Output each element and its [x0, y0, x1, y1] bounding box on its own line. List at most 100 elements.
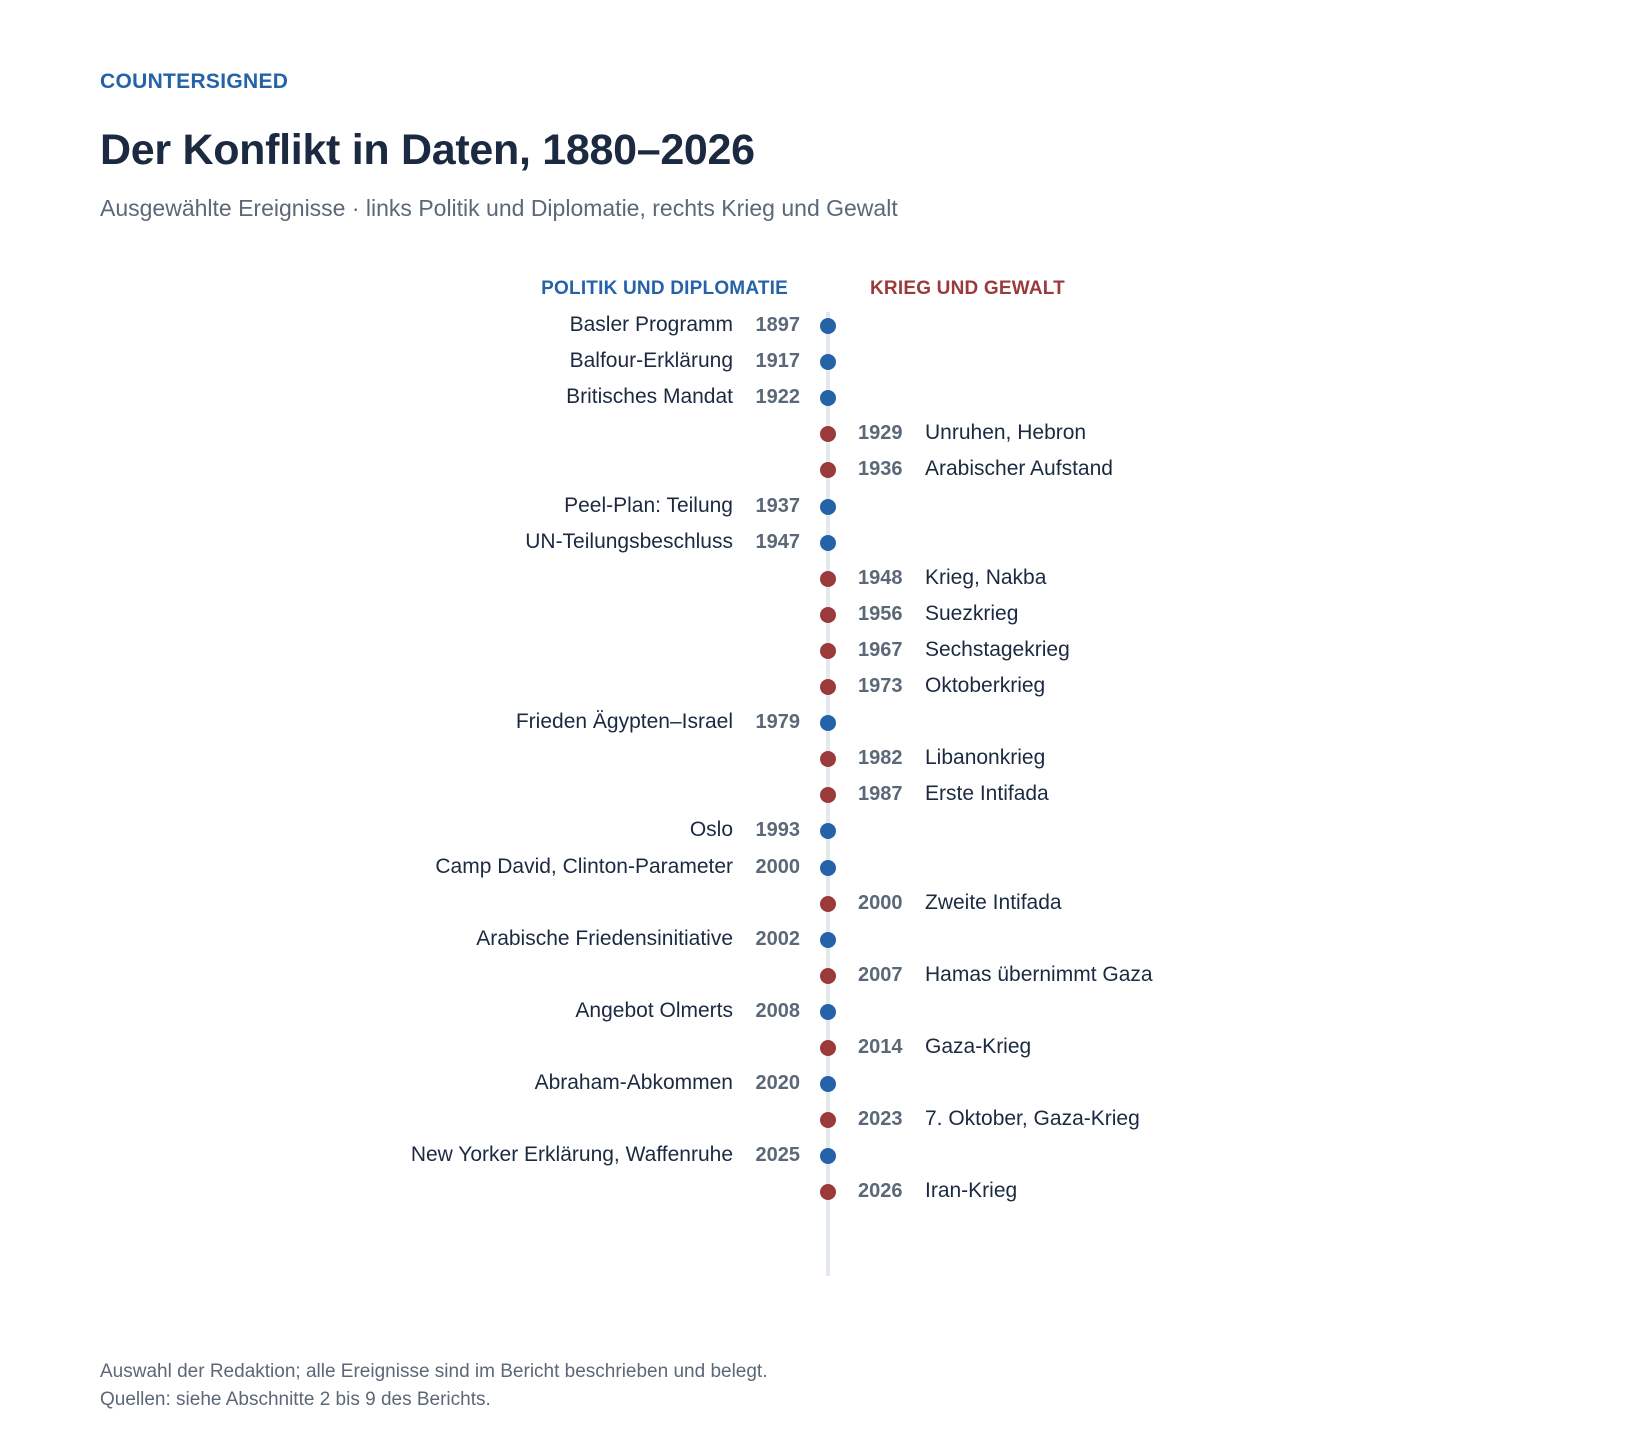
event-label: Libanonkrieg	[925, 746, 1046, 770]
timeline-event: Britisches Mandat 1922	[0, 379, 1650, 417]
event-year: 2002	[755, 927, 801, 950]
timeline-event: Oktoberkrieg 1973	[0, 668, 1650, 706]
krieg-marker-dot	[820, 679, 836, 695]
event-label: Suezkrieg	[925, 601, 1019, 625]
event-year: 2025	[755, 1144, 801, 1167]
timeline-event: Peel-Plan: Teilung 1937	[0, 488, 1650, 526]
politik-marker-dot	[820, 318, 836, 334]
krieg-marker-dot	[820, 1184, 836, 1201]
event-label: Arabische Friedensinitiative	[476, 926, 733, 950]
timeline-event: Arabische Friedensinitiative 2002	[0, 921, 1650, 959]
event-label: Balfour-Erklärung	[569, 349, 733, 373]
event-label: 7. Oktober, Gaza-Krieg	[925, 1107, 1140, 1131]
column-heading-krieg: KRIEG UND GEWALT	[870, 278, 1065, 299]
footnote: Auswahl der Redaktion; alle Ereignisse s…	[100, 1361, 768, 1382]
event-year: 2014	[858, 1036, 903, 1058]
timeline-event: Hamas übernimmt Gaza 2007	[0, 957, 1650, 995]
timeline-event: Krieg, Nakba 1948	[0, 560, 1650, 598]
politik-marker-dot	[820, 354, 836, 371]
timeline-event: Arabischer Aufstand 1936	[0, 451, 1650, 489]
krieg-marker-dot	[820, 967, 836, 984]
event-label: Sechstagekrieg	[925, 637, 1070, 661]
timeline-event: Unruhen, Hebron 1929	[0, 415, 1650, 453]
politik-marker-dot	[820, 1148, 836, 1165]
krieg-marker-dot	[820, 1040, 836, 1056]
event-label: UN-Teilungsbeschluss	[525, 529, 733, 553]
krieg-marker-dot	[820, 570, 836, 587]
page-subtitle: Ausgewählte Ereignisse · links Politik u…	[100, 195, 898, 221]
timeline-event: Angebot Olmerts 2008	[0, 993, 1650, 1031]
event-year: 1956	[858, 602, 903, 625]
politik-marker-dot	[820, 859, 836, 876]
krieg-marker-dot	[820, 787, 836, 804]
timeline-event: Zweite Intifada 2000	[0, 885, 1650, 923]
page-title: Der Konflikt in Daten, 1880–2026	[100, 126, 755, 174]
event-label: New Yorker Erklärung, Waffenruhe	[410, 1143, 733, 1167]
event-year: 1979	[755, 711, 801, 734]
event-label: Hamas übernimmt Gaza	[925, 962, 1153, 986]
event-label: Oktoberkrieg	[925, 674, 1046, 697]
timeline-event: Sechstagekrieg 1967	[0, 632, 1650, 670]
krieg-marker-dot	[820, 606, 836, 623]
event-label: Peel-Plan: Teilung	[564, 493, 733, 517]
event-year: 1982	[858, 747, 903, 770]
timeline-event: Camp David, Clinton-Parameter 2000	[0, 849, 1650, 887]
politik-marker-dot	[820, 534, 836, 551]
event-year: 2020	[755, 1072, 801, 1095]
event-year: 1922	[755, 386, 801, 409]
politik-marker-dot	[820, 823, 836, 840]
source-note: Quellen: siehe Abschnitte 2 bis 9 des Be…	[100, 1389, 491, 1410]
politik-marker-dot	[820, 1076, 836, 1093]
timeline-event: Balfour-Erklärung 1917	[0, 343, 1650, 381]
timeline-event: Libanonkrieg 1982	[0, 740, 1650, 778]
event-year: 1987	[858, 783, 903, 806]
krieg-marker-dot	[820, 462, 836, 479]
event-year: 1993	[755, 819, 801, 842]
event-year: 2007	[858, 963, 903, 986]
event-label: Unruhen, Hebron	[925, 421, 1087, 445]
event-label: Iran-Krieg	[925, 1179, 1018, 1203]
krieg-marker-dot	[820, 642, 836, 659]
brand-name: COUNTERSIGNED	[100, 70, 289, 93]
timeline-event: UN-Teilungsbeschluss 1947	[0, 524, 1650, 562]
event-year: 2008	[755, 999, 801, 1022]
timeline-event: 7. Oktober, Gaza-Krieg 2023	[0, 1101, 1650, 1139]
event-label: Krieg, Nakba	[925, 565, 1047, 589]
event-label: Gaza-Krieg	[925, 1035, 1032, 1058]
event-year: 2026	[858, 1180, 903, 1203]
event-year: 1947	[755, 530, 801, 553]
event-label: Abraham-Abkommen	[534, 1071, 733, 1095]
politik-marker-dot	[820, 931, 836, 948]
event-label: Camp David, Clinton-Parameter	[435, 854, 733, 878]
timeline-event: Basler Programm 1897	[0, 307, 1650, 345]
krieg-marker-dot	[820, 426, 836, 443]
krieg-marker-dot	[820, 1112, 836, 1129]
timeline-event: Abraham-Abkommen 2020	[0, 1065, 1650, 1103]
politik-marker-dot	[820, 1003, 836, 1020]
event-year: 1929	[858, 422, 903, 445]
event-year: 1897	[755, 314, 801, 336]
timeline-event: Oslo 1993	[0, 812, 1650, 850]
event-label: Britisches Mandat	[566, 385, 733, 409]
event-year: 1917	[755, 350, 801, 373]
timeline-event: Gaza-Krieg 2014	[0, 1029, 1650, 1067]
event-label: Oslo	[689, 818, 733, 842]
event-label: Angebot Olmerts	[575, 998, 733, 1022]
event-year: 1937	[755, 494, 801, 517]
column-heading-politik: POLITIK UND DIPLOMATIE	[541, 278, 788, 299]
event-label: Zweite Intifada	[925, 890, 1062, 914]
timeline-event: Erste Intifada 1987	[0, 776, 1650, 814]
event-year: 2000	[755, 855, 801, 878]
politik-marker-dot	[820, 390, 836, 407]
krieg-marker-dot	[820, 751, 836, 768]
timeline-event: Suezkrieg 1956	[0, 596, 1650, 634]
timeline-event: Iran-Krieg 2026	[0, 1173, 1650, 1211]
timeline-event: New Yorker Erklärung, Waffenruhe 2025	[0, 1137, 1650, 1175]
event-year: 1973	[858, 675, 903, 697]
event-year: 1936	[858, 458, 903, 481]
event-year: 1967	[858, 638, 903, 661]
politik-marker-dot	[820, 498, 836, 515]
event-label: Frieden Ägypten–Israel	[515, 710, 733, 734]
event-year: 2000	[858, 891, 903, 914]
event-year: 1948	[858, 566, 903, 589]
